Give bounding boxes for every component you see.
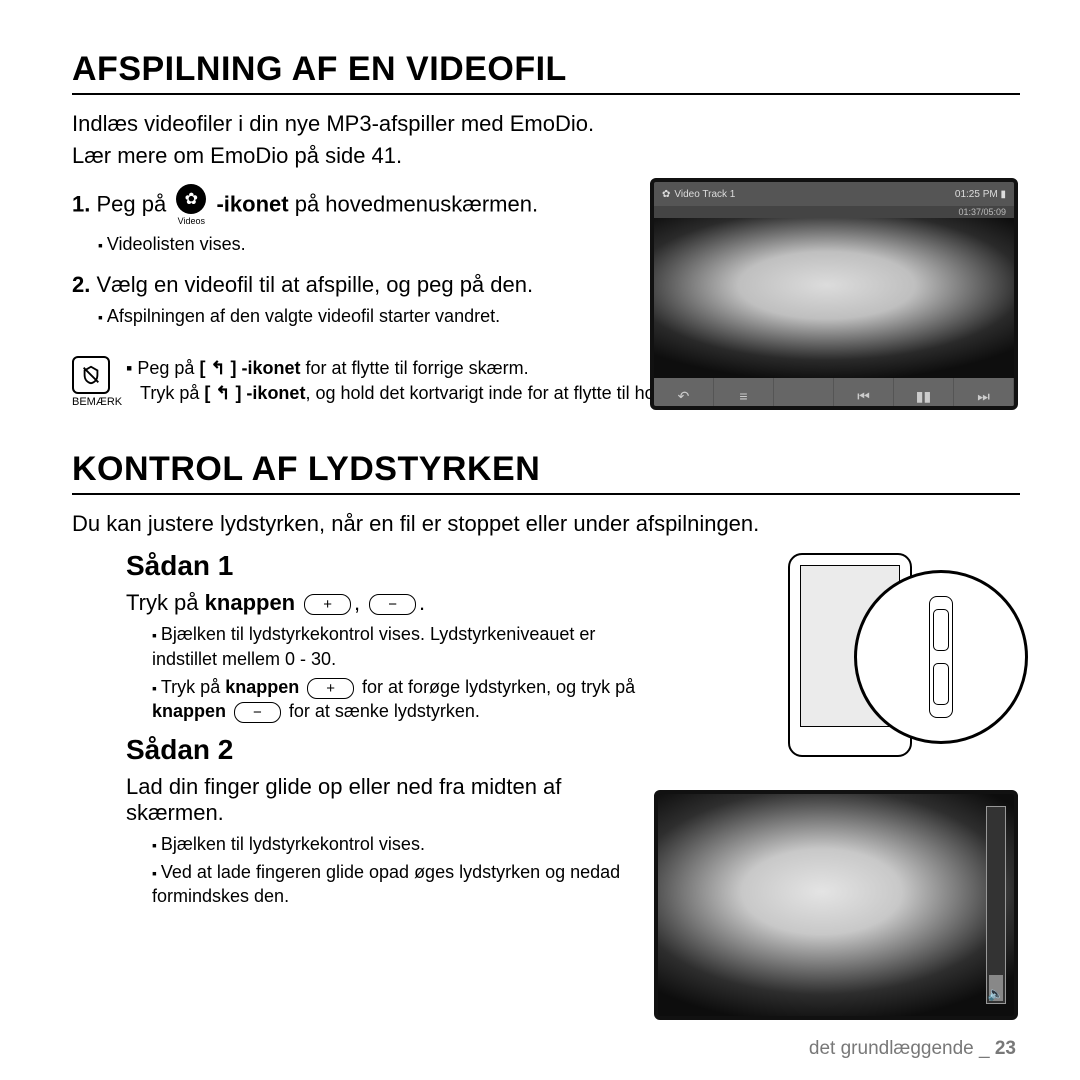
- device-figure: [680, 540, 1020, 770]
- section2-title: KONTROL AF LYDSTYRKEN: [72, 450, 1020, 489]
- page-footer: det grundlæggende _ 23: [809, 1038, 1016, 1060]
- step1-bullet: Videolisten vises.: [98, 232, 652, 256]
- m2-bullet1: Bjælken til lydstyrkekontrol vises.: [152, 832, 660, 856]
- back-icon: ↶: [654, 378, 714, 410]
- step1-a: Peg på: [96, 192, 166, 217]
- step2-bullet: Afspilningen af den valgte videofil star…: [98, 304, 652, 328]
- plus-button-icon: +: [307, 678, 354, 699]
- intro-line2: Lær mere om EmoDio på side 41.: [72, 141, 672, 171]
- video-frame-cat: [654, 218, 1014, 378]
- step1-num: 1.: [72, 192, 90, 217]
- step2: 2. Vælg en videofil til at afspille, og …: [72, 270, 652, 328]
- ss-clock: 01:25 PM: [955, 189, 998, 200]
- list-icon: ≡: [714, 378, 774, 410]
- method2-line: Lad din finger glide op eller ned fra mi…: [126, 774, 660, 826]
- minus-button-icon: −: [234, 702, 281, 723]
- videos-icon: ✿ Videos: [176, 184, 206, 227]
- section1-intro: Indlæs videofiler i din nye MP3-afspille…: [72, 109, 672, 170]
- note-icon: [72, 356, 110, 394]
- video-frame-cat2: [658, 794, 1014, 1016]
- ss-duration: 01:37/05:09: [654, 206, 1014, 218]
- section2-intro: Du kan justere lydstyrken, når en fil er…: [72, 509, 1020, 539]
- volume-rocker-icon: [929, 596, 953, 718]
- step1: 1. Peg på ✿ Videos -ikonet på hovedmenus…: [72, 184, 652, 255]
- next-icon: ⏭: [954, 378, 1014, 410]
- step1-ikonet: -ikonet: [216, 192, 288, 217]
- minus-button-icon: −: [369, 594, 416, 615]
- method2-title: Sådan 2: [126, 734, 660, 766]
- ss-topbar: ✿ Video Track 1 01:25 PM ▮: [654, 182, 1014, 206]
- m2-bullet2: Ved at lade fingeren glide opad øges lyd…: [152, 860, 632, 909]
- manual-page: AFSPILNING AF EN VIDEOFIL Indlæs videofi…: [0, 0, 1080, 1080]
- section1-title: AFSPILNING AF EN VIDEOFIL: [72, 50, 1020, 89]
- rule: [72, 93, 1020, 95]
- video-player-screenshot: ✿ Video Track 1 01:25 PM ▮ 01:37/05:09 ↶…: [650, 178, 1018, 410]
- step2-num: 2.: [72, 272, 90, 297]
- intro-line1: Indlæs videofiler i din nye MP3-afspille…: [72, 109, 672, 139]
- pause-icon: ▮▮: [894, 378, 954, 410]
- speaker-icon: 🔈: [988, 986, 1004, 1002]
- method1-line: Tryk på knappen +, −.: [126, 590, 660, 616]
- m1-bullet2: Tryk på knappen + for at forøge lydstyrk…: [152, 675, 660, 724]
- step1-c: på hovedmenuskærmen.: [289, 192, 538, 217]
- volume-bar: [986, 806, 1006, 1004]
- method1-title: Sådan 1: [126, 550, 660, 582]
- rule2: [72, 493, 1020, 495]
- note-label: BEMÆRK: [72, 396, 116, 408]
- prev-icon: ⏮: [834, 378, 894, 410]
- ss-controls: ↶ ≡ ⏮ ▮▮ ⏭: [654, 378, 1014, 410]
- m1-bullet1: Bjælken til lydstyrkekontrol vises. Lyds…: [152, 622, 660, 671]
- methods-text: Sådan 1 Tryk på knappen +, −. Bjælken ti…: [72, 540, 660, 912]
- volume-screenshot: 🔈: [654, 790, 1018, 1020]
- note-icon-col: BEMÆRK: [72, 356, 116, 408]
- step2-text: Vælg en videofil til at afspille, og peg…: [96, 272, 533, 297]
- zoom-bubble: [854, 570, 1028, 744]
- ss-title: Video Track 1: [674, 189, 735, 200]
- plus-button-icon: +: [304, 594, 351, 615]
